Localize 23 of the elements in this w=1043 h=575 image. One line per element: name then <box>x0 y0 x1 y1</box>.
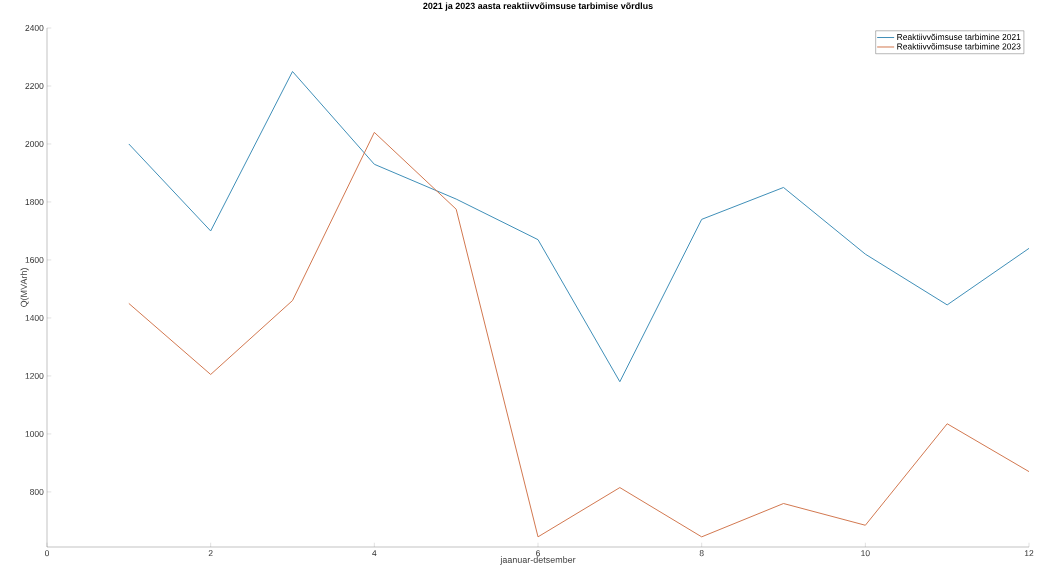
y-tick-label: 1400 <box>25 314 44 321</box>
x-tick-label: 0 <box>44 550 50 557</box>
line-series <box>128 70 1030 383</box>
y-tick-label: 1600 <box>25 256 44 263</box>
chart-title: 2021 ja 2023 aasta reaktiivvõimsuse tarbimise võrdlus <box>423 2 653 11</box>
x-axis-title: jaanuar-detsember <box>500 556 576 565</box>
x-tick-label: 4 <box>372 550 377 557</box>
y-tick-label: 1800 <box>25 198 44 205</box>
y-tick-label: 1000 <box>25 430 44 437</box>
legend-label: Reaktiivvõimsuse tarbimine 2023 <box>897 43 1021 50</box>
y-axis-title: Q(MVArh) <box>20 268 29 307</box>
y-tick-label: 1200 <box>25 372 44 379</box>
line-series <box>128 131 1030 538</box>
x-tick-label: 12 <box>1024 550 1034 557</box>
legend-label: Reaktiivvõimsuse tarbimine 2021 <box>897 33 1021 40</box>
y-tick-label: 2400 <box>25 25 44 31</box>
x-tick-label: 2 <box>208 550 213 557</box>
y-tick-label: 2200 <box>25 82 44 89</box>
y-tick-label: 800 <box>30 488 44 495</box>
x-tick-label: 6 <box>536 550 540 557</box>
x-tick-label: 10 <box>861 550 870 557</box>
x-tick-label: 8 <box>699 550 704 557</box>
y-tick-label: 2000 <box>25 140 44 147</box>
